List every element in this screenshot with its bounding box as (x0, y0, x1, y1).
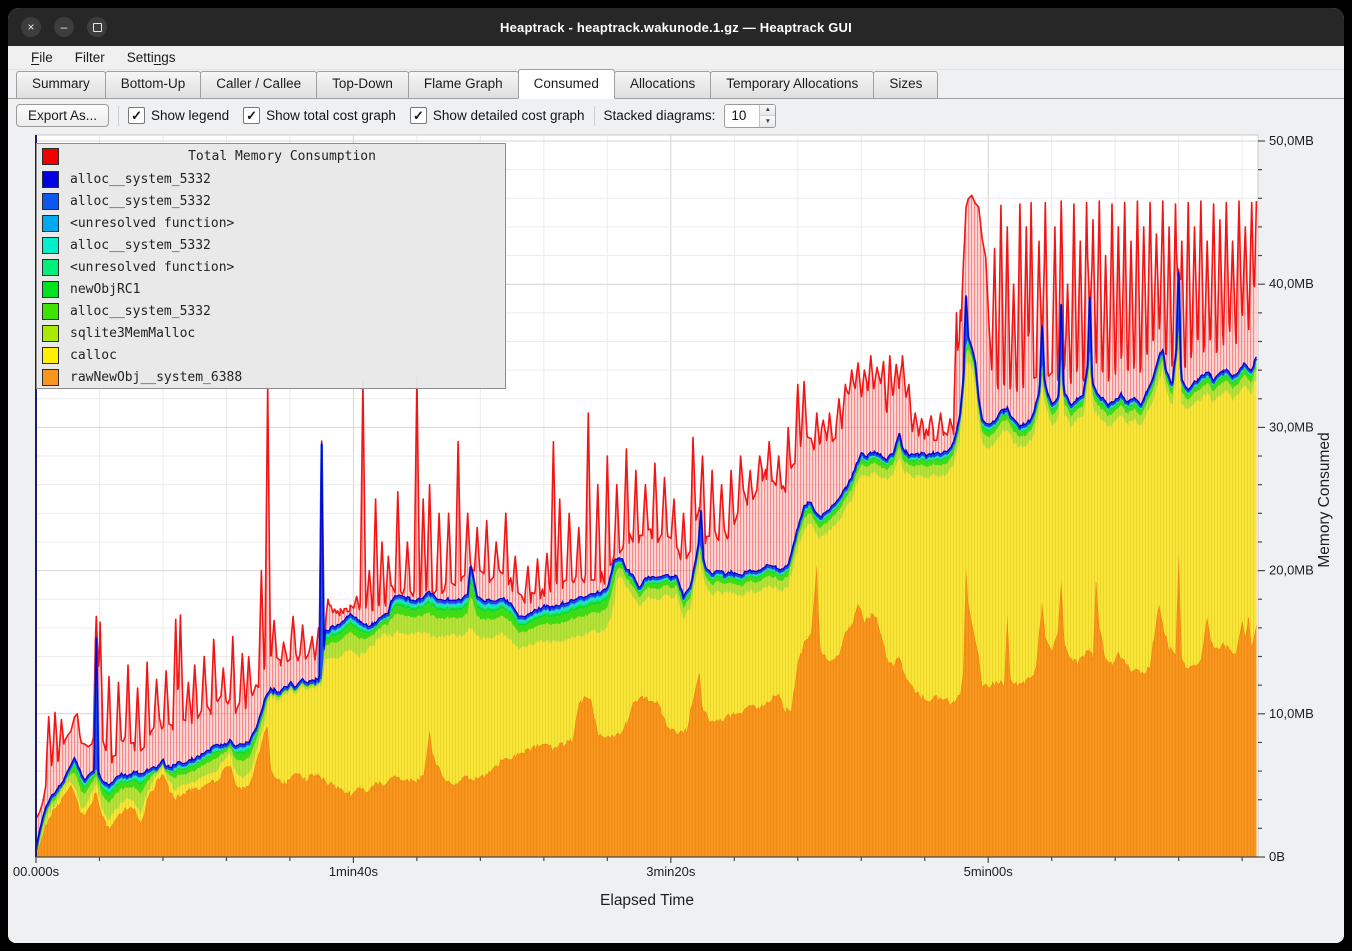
legend-swatch-icon (42, 368, 59, 386)
legend-swatch-icon (42, 324, 59, 342)
consumed-chart-area: 00.000s 1min40s 3min20s 5min00s 0B 10,0MB 20,0… (8, 130, 1344, 922)
checkbox-label: Show legend (151, 108, 230, 123)
tab-bar: Summary Bottom-Up Caller / Callee Top-Down F… (8, 69, 1344, 99)
minimize-icon[interactable]: – (54, 17, 74, 37)
svg-text:3min20s: 3min20s (646, 864, 696, 879)
close-icon[interactable]: × (21, 17, 41, 37)
tab-consumed[interactable]: Consumed (517, 69, 615, 99)
checkbox-show-legend[interactable]: ✓ Show legend (128, 107, 229, 124)
svg-text:1min40s: 1min40s (329, 864, 379, 879)
title-bar[interactable]: × – Heaptrack - heaptrack.wakunode.1.gz … (8, 8, 1344, 46)
checkbox-check-icon[interactable]: ✓ (243, 107, 261, 124)
legend-label: rawNewObj__system_6388 (70, 369, 243, 385)
svg-text:20,0MB: 20,0MB (1269, 563, 1314, 578)
legend-label: alloc__system_5332 (70, 193, 211, 209)
checkbox-show-detailed-cost-graph[interactable]: ✓ Show detailed cost graph (409, 107, 585, 124)
legend-item: rawNewObj__system_6388 (37, 366, 505, 388)
legend-label: sqlite3MemMalloc (70, 325, 196, 341)
stacked-diagrams-stepper[interactable]: ▲ ▼ (724, 103, 777, 128)
legend-swatch-icon (42, 214, 59, 232)
svg-text:0B: 0B (1269, 849, 1285, 864)
legend-label: alloc__system_5332 (70, 303, 211, 319)
legend-item: calloc (37, 344, 505, 366)
svg-text:5min00s: 5min00s (964, 864, 1014, 879)
legend-item: alloc__system_5332 (37, 234, 505, 256)
checkbox-label: Show detailed cost graph (432, 108, 585, 123)
checkbox-show-total-cost-graph[interactable]: ✓ Show total cost graph (243, 107, 396, 124)
svg-text:Memory Consumed: Memory Consumed (1316, 432, 1333, 567)
tab-temporary-allocations[interactable]: Temporary Allocations (710, 71, 875, 98)
menu-item-filter[interactable]: Filter (74, 50, 105, 65)
svg-text:00.000s: 00.000s (13, 864, 60, 879)
legend-swatch-icon (42, 280, 59, 298)
legend-label: newObjRC1 (70, 281, 141, 297)
legend-item: <unresolved function> (37, 256, 505, 278)
chart-legend: Total Memory Consumption alloc__system_53… (36, 143, 506, 389)
tab-summary[interactable]: Summary (16, 71, 106, 98)
legend-swatch-icon (42, 302, 59, 320)
menu-item-settings[interactable]: Settings (126, 50, 176, 65)
maximize-icon[interactable] (87, 17, 107, 37)
window-controls: × – (21, 8, 107, 46)
svg-text:10,0MB: 10,0MB (1269, 706, 1314, 721)
stacked-diagrams-label: Stacked diagrams: (603, 108, 716, 123)
legend-item: sqlite3MemMalloc (37, 322, 505, 344)
legend-item: alloc__system_5332 (37, 300, 505, 322)
legend-swatch-icon (42, 346, 59, 364)
app-window: × – Heaptrack - heaptrack.wakunode.1.gz … (8, 8, 1344, 943)
tab-bottom-up[interactable]: Bottom-Up (104, 71, 202, 98)
tab-top-down[interactable]: Top-Down (316, 71, 409, 98)
window-bottom-strip (8, 922, 1344, 943)
export-as-button[interactable]: Export As... (16, 104, 110, 127)
svg-text:Elapsed Time: Elapsed Time (600, 892, 694, 909)
checkbox-group: ✓ Show legend ✓ Show total cost graph ✓ Show … (128, 107, 585, 124)
spin-up-icon[interactable]: ▲ (760, 104, 776, 116)
checkbox-label: Show total cost graph (266, 108, 396, 123)
legend-swatch-icon (42, 170, 59, 188)
spin-down-icon[interactable]: ▼ (760, 116, 776, 127)
legend-swatch-icon (42, 258, 59, 276)
stacked-diagrams-input[interactable] (725, 104, 760, 127)
window-title: Heaptrack - heaptrack.wakunode.1.gz — He… (500, 19, 852, 35)
legend-label: <unresolved function> (70, 259, 235, 275)
memory-consumption-chart[interactable]: 00.000s 1min40s 3min20s 5min00s 0B 10,0MB 20,0… (8, 130, 1344, 922)
legend-label: <unresolved function> (70, 215, 235, 231)
legend-label: Total Memory Consumption (188, 148, 376, 164)
tab-flame-graph[interactable]: Flame Graph (407, 71, 519, 98)
menu-item-file[interactable]: File (31, 50, 53, 65)
legend-swatch-icon (42, 192, 59, 210)
toolbar: Export As... ✓ Show legend ✓ Show total cos… (8, 99, 1344, 132)
legend-swatch-icon (42, 147, 59, 165)
svg-text:40,0MB: 40,0MB (1269, 276, 1314, 291)
legend-swatch-icon (42, 236, 59, 254)
legend-label: alloc__system_5332 (70, 237, 211, 253)
menu-bar: File Filter Settings (8, 46, 1344, 70)
legend-label: alloc__system_5332 (70, 171, 211, 187)
checkbox-check-icon[interactable]: ✓ (128, 107, 146, 124)
legend-item: alloc__system_5332 (37, 168, 505, 190)
tab-sizes[interactable]: Sizes (873, 71, 939, 98)
legend-label: calloc (70, 347, 117, 363)
tab-caller-callee[interactable]: Caller / Callee (200, 71, 318, 98)
toolbar-separator (118, 105, 120, 126)
legend-title-row: Total Memory Consumption (37, 144, 505, 168)
svg-text:30,0MB: 30,0MB (1269, 419, 1314, 434)
toolbar-separator (593, 105, 595, 126)
tab-allocations[interactable]: Allocations (613, 71, 712, 98)
checkbox-check-icon[interactable]: ✓ (409, 107, 427, 124)
legend-item: alloc__system_5332 (37, 190, 505, 212)
legend-item: <unresolved function> (37, 212, 505, 234)
svg-text:50,0MB: 50,0MB (1269, 133, 1314, 148)
legend-item: newObjRC1 (37, 278, 505, 300)
